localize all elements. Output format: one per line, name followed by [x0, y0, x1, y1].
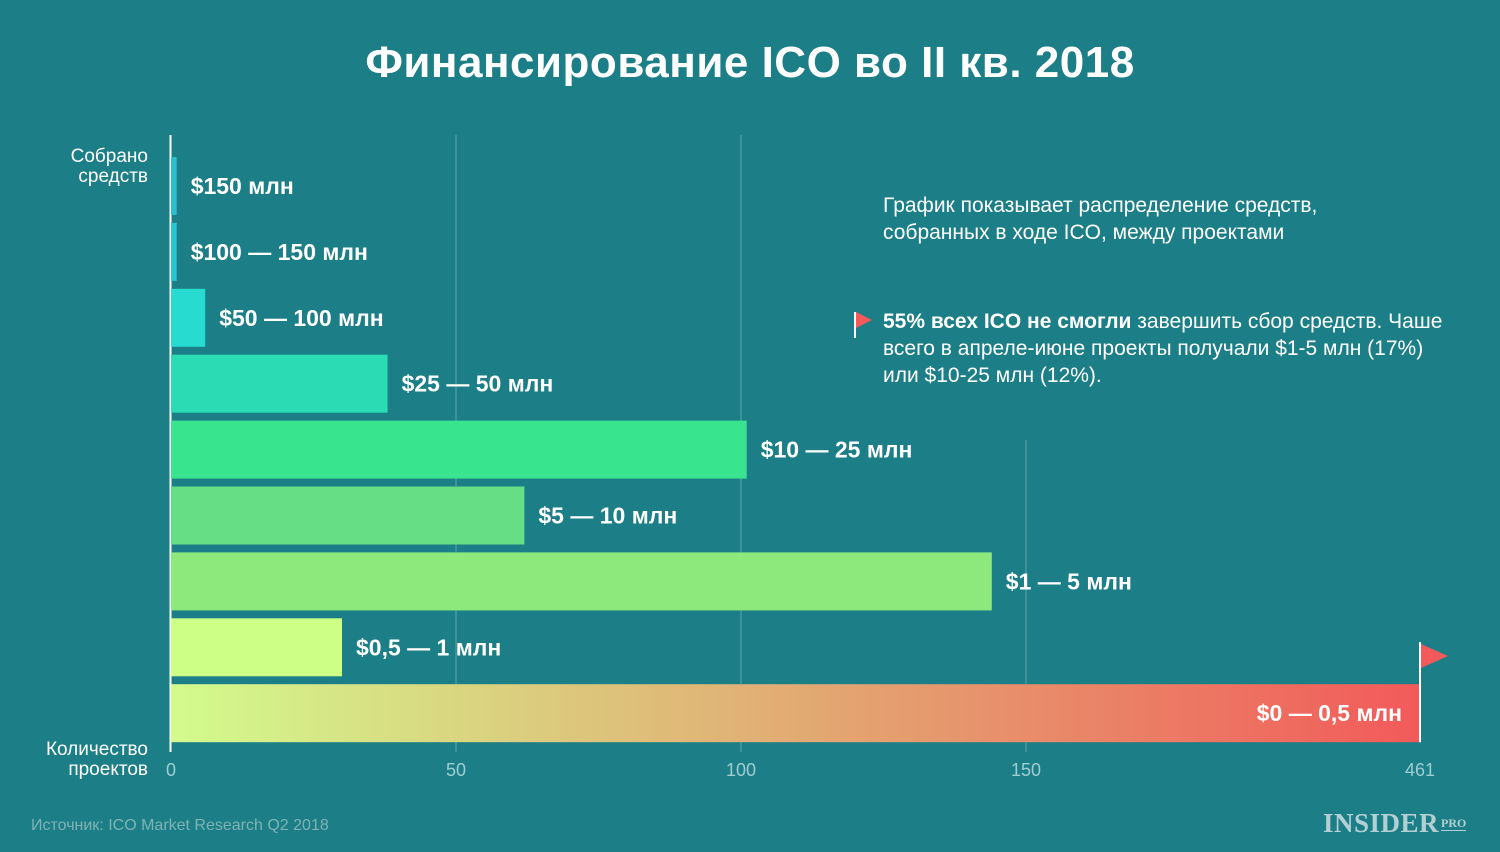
- bar: [171, 288, 206, 347]
- logo-main: INSIDER: [1323, 808, 1440, 838]
- insider-pro-logo: INSIDER PRO: [1323, 808, 1467, 840]
- bar: [171, 552, 992, 611]
- bar-label: $5 — 10 млн: [538, 503, 677, 529]
- x-tick-label: 150: [1011, 760, 1041, 780]
- x-tick-label: 461: [1405, 760, 1435, 780]
- x-tick-label: 0: [166, 760, 176, 780]
- bar-label: $0 — 0,5 млн: [1257, 700, 1402, 726]
- x-tick-label: 100: [726, 760, 756, 780]
- highlight-bold: 55% всех ICO не смогли: [883, 310, 1132, 333]
- bar: [171, 618, 342, 677]
- bar: [171, 684, 1420, 743]
- bar-label: $10 — 25 млн: [761, 437, 913, 463]
- bar-label: $50 — 100 млн: [219, 305, 383, 331]
- x-axis-label: Количество проектов: [45, 739, 148, 780]
- bar-label: $0,5 — 1 млн: [356, 634, 501, 660]
- highlight-text: завершить сбор средств. Чаше всего в апр…: [883, 310, 1443, 387]
- flag-icon: [854, 312, 872, 338]
- flag-icon: [1421, 644, 1448, 668]
- bar-label: $100 — 150 млн: [191, 239, 368, 265]
- bar-label: $150 млн: [191, 173, 294, 199]
- bar-label: $25 — 50 млн: [402, 371, 554, 397]
- highlight-note: 55% всех ICO не смогли завершить сбор ср…: [883, 308, 1443, 389]
- bar: [171, 222, 177, 281]
- chart-title: Финансирование ICO во II кв. 2018: [365, 38, 1135, 87]
- logo-pro: PRO: [1441, 816, 1467, 831]
- bar-label: $1 — 5 млн: [1006, 568, 1132, 594]
- x-tick-label: 50: [446, 760, 466, 780]
- bar: [171, 157, 177, 215]
- source-note: Источник: ICO Market Research Q2 2018: [31, 817, 329, 834]
- chart-description: График показывает распределение средств,…: [883, 194, 1318, 244]
- bar: [171, 354, 388, 413]
- y-axis-label: Собрано средств: [70, 146, 148, 187]
- bar: [171, 420, 747, 479]
- bar: [171, 486, 525, 545]
